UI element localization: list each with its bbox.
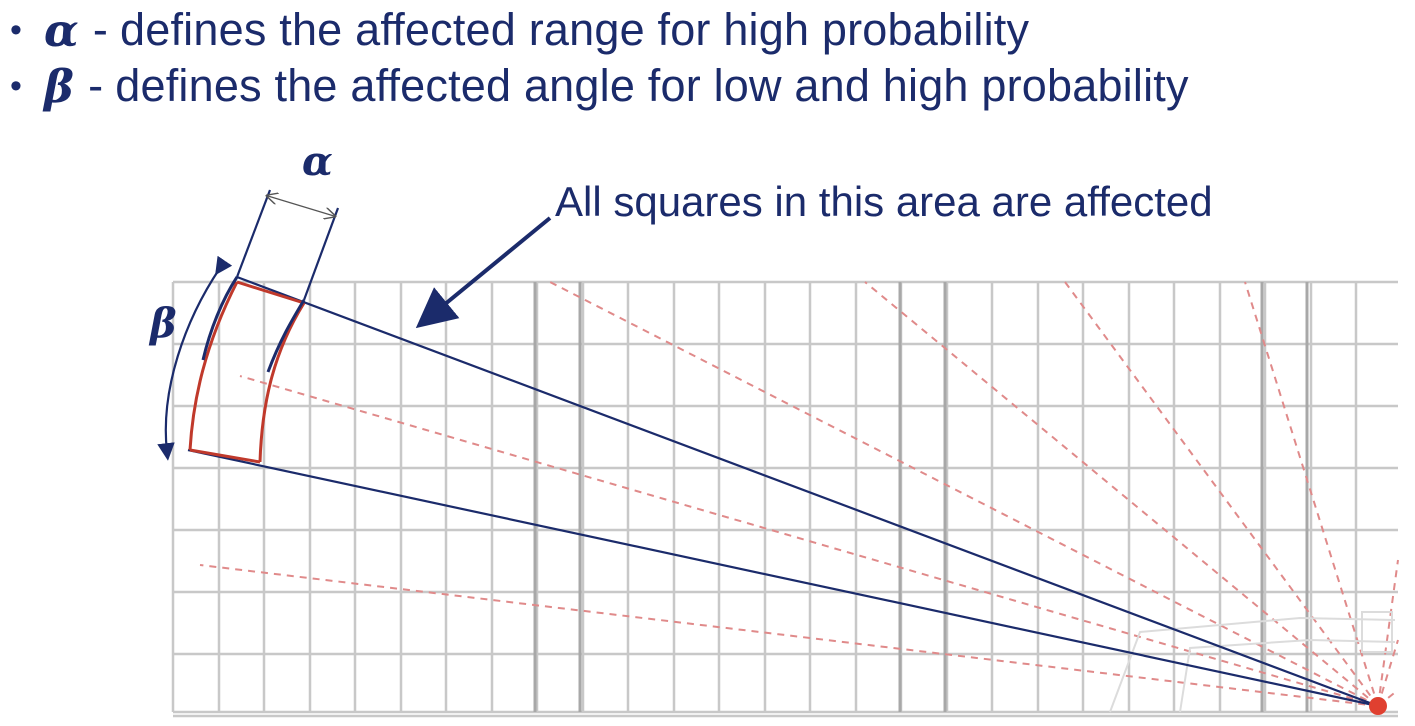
wedge-lower-edge <box>187 448 1379 708</box>
dashed-ray <box>1377 639 1399 707</box>
beta-label: β <box>150 300 177 347</box>
wedge-upper-edge <box>236 275 1379 708</box>
beta-symbol: β <box>44 59 75 113</box>
alpha-extension-left <box>235 189 272 278</box>
alpha-dimension <box>235 189 340 301</box>
alpha-symbol: α <box>44 3 79 57</box>
bullet-separator: - <box>92 4 109 55</box>
origin-point <box>1369 697 1387 715</box>
bullet-separator: - <box>88 60 104 111</box>
beta-arc-arrow <box>157 255 233 461</box>
bullet-beta: • β - defines the affected angle for low… <box>10 58 1189 114</box>
dashed-ray <box>239 375 1379 707</box>
callout-arrow <box>415 216 552 329</box>
dashed-ray <box>1064 281 1379 707</box>
bullet-dot: • <box>10 66 23 105</box>
beta-description: defines the affected angle for low and h… <box>115 60 1189 111</box>
dashed-ray <box>1244 281 1379 707</box>
alpha-dimension-arrow <box>268 196 334 216</box>
alpha-description: defines the affected range for high prob… <box>120 4 1030 55</box>
dashed-ray <box>199 564 1379 707</box>
dashed-ray <box>1377 559 1399 707</box>
dashed-probability-rays <box>199 281 1399 707</box>
tile-grid <box>171 280 1398 718</box>
alpha-label: α <box>302 138 333 185</box>
bullet-list: • α - defines the affected range for hig… <box>10 2 1189 114</box>
alpha-extension-right <box>302 207 340 301</box>
affected-wedge <box>187 275 1379 708</box>
bullet-dot: • <box>10 10 23 49</box>
background-sketch <box>1109 611 1396 713</box>
dashed-ray <box>864 281 1379 707</box>
callout-text: All squares in this area are affected <box>555 178 1213 225</box>
high-probability-zone <box>188 280 306 464</box>
bullet-alpha: • α - defines the affected range for hig… <box>10 2 1189 58</box>
